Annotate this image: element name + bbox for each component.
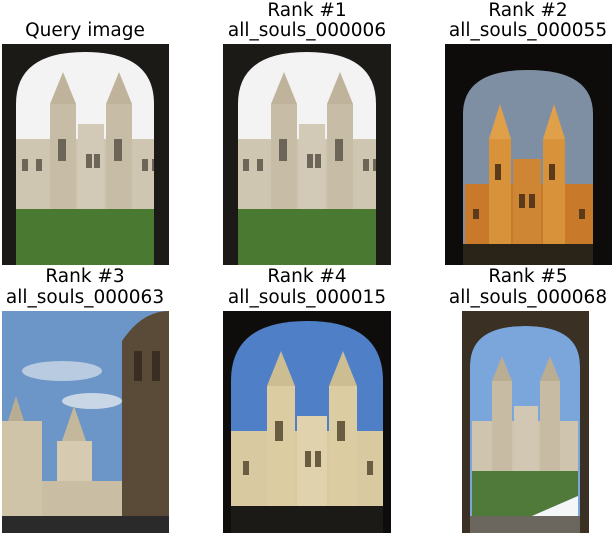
query-cell: Query image	[0, 0, 170, 266]
result-image	[462, 311, 589, 533]
result-name: all_souls_000063	[5, 287, 165, 308]
result-cell: Rank #2 all_souls_000055	[443, 0, 613, 266]
result-name: all_souls_000055	[448, 20, 608, 41]
result-cell: Rank #3 all_souls_000063	[0, 266, 170, 534]
query-title: Query image	[25, 20, 145, 41]
result-rank: Rank #5	[488, 266, 568, 287]
result-name: all_souls_000068	[448, 287, 608, 308]
result-cell: Rank #1 all_souls_000006	[222, 0, 392, 266]
result-cell: Rank #4 all_souls_000015	[222, 266, 392, 534]
result-image	[445, 44, 612, 265]
query-image	[2, 44, 169, 265]
result-image	[223, 44, 391, 265]
result-rank: Rank #3	[45, 266, 125, 287]
result-rank: Rank #2	[488, 0, 568, 21]
result-image	[2, 311, 169, 533]
result-rank: Rank #4	[267, 266, 347, 287]
result-cell: Rank #5 all_souls_000068	[443, 266, 613, 534]
result-rank: Rank #1	[267, 0, 347, 21]
result-name: all_souls_000015	[227, 287, 387, 308]
result-image	[223, 311, 391, 533]
result-name: all_souls_000006	[227, 20, 387, 41]
